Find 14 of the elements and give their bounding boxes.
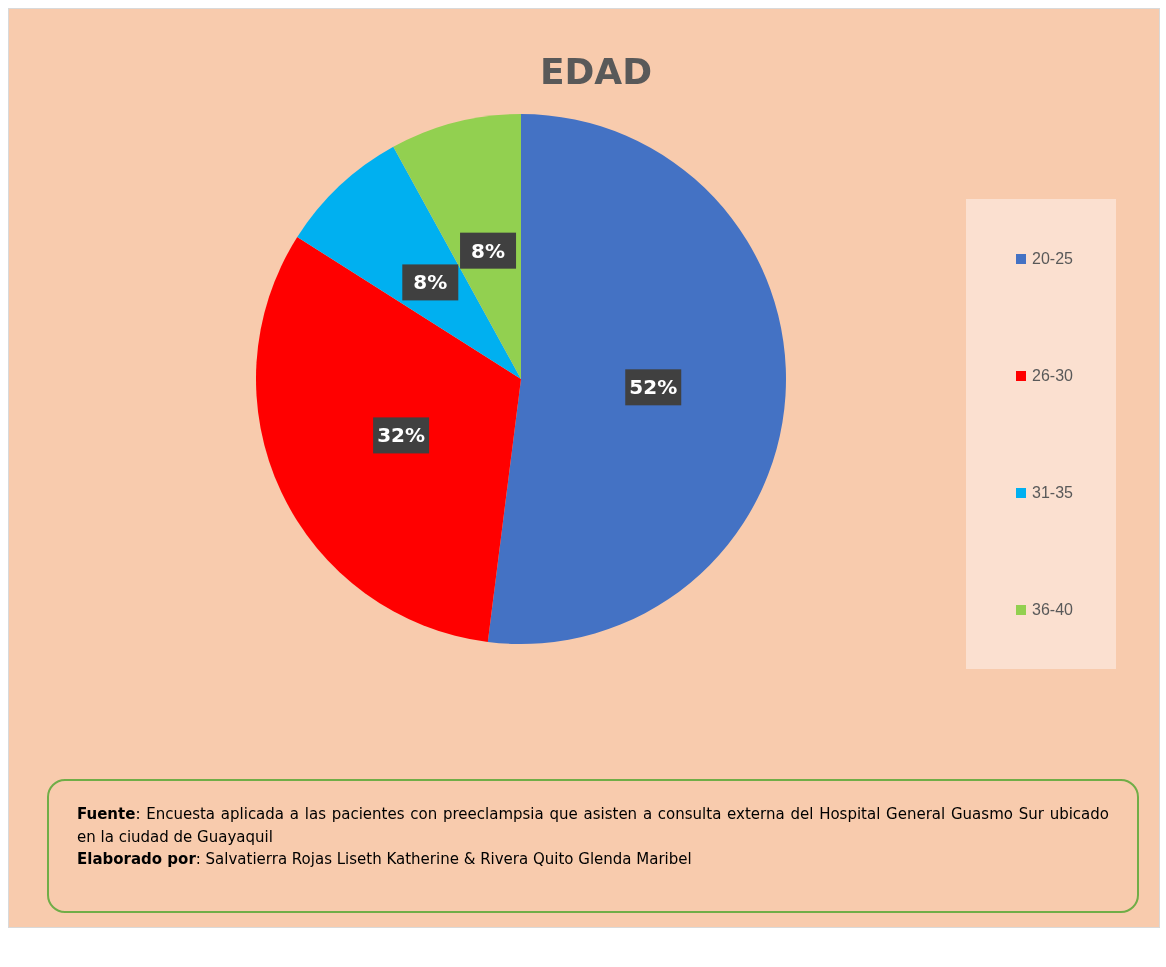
data-label: 52%	[629, 375, 678, 400]
data-label: 8%	[471, 238, 506, 263]
legend-label: 20-25	[1032, 250, 1074, 267]
chart-title: EDAD	[539, 51, 653, 92]
legend-label: 26-30	[1032, 367, 1074, 384]
pie-slice	[256, 237, 521, 642]
pie-slice	[393, 114, 521, 379]
data-label: 32%	[377, 423, 426, 448]
legend-label: 36-40	[1032, 601, 1074, 618]
pie-slice	[297, 146, 521, 379]
text: Elaborado por: Salvatierra Rojas Liseth Katherine & Rivera Quito Glenda Maribel	[77, 849, 693, 870]
data-label: 8%	[413, 270, 448, 295]
legend-label: 31-35	[1032, 484, 1074, 501]
source-note: Fuente: Encuesta aplicada a las pacientes con preeclampsia que asisten a consulta externa del Hospital General Guasmo Sur ubicado en la ciudad de Guayaquil	[77, 804, 1109, 848]
